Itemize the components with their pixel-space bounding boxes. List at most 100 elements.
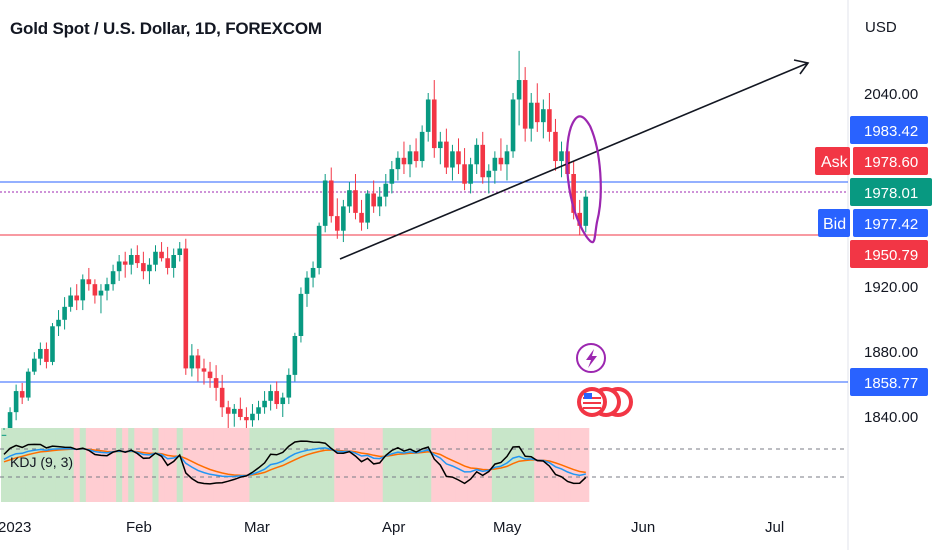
candle bbox=[141, 251, 146, 280]
trendline[interactable] bbox=[339, 62, 809, 260]
svg-text:1978.01: 1978.01 bbox=[864, 185, 918, 202]
svg-text:Bid: Bid bbox=[823, 216, 846, 233]
support-price-tag: 1950.79 bbox=[850, 240, 928, 268]
kdj-background-segment bbox=[0, 428, 8, 502]
kdj-background-segment bbox=[110, 428, 117, 502]
kdj-background-segment bbox=[570, 428, 578, 502]
svg-text:1983.42: 1983.42 bbox=[864, 123, 918, 140]
svg-text:1978.60: 1978.60 bbox=[864, 154, 918, 171]
candle bbox=[25, 368, 31, 401]
candle bbox=[268, 384, 273, 411]
kdj-background-segment bbox=[479, 428, 487, 502]
candle bbox=[413, 138, 419, 168]
candle bbox=[534, 83, 540, 132]
kdj-background-segment bbox=[31, 428, 38, 502]
kdj-background-segment bbox=[358, 428, 366, 502]
candle bbox=[371, 180, 376, 213]
kdj-background-segment bbox=[400, 428, 408, 502]
kdj-background-segment bbox=[219, 428, 226, 502]
x-tick-jun: Jun bbox=[631, 519, 655, 536]
kdj-background-segment bbox=[394, 428, 402, 502]
candle bbox=[238, 397, 243, 421]
kdj-background-segment bbox=[231, 428, 238, 502]
candle bbox=[341, 199, 346, 243]
kdj-background-segment bbox=[582, 428, 590, 502]
kdj-background-segment bbox=[261, 428, 269, 502]
trendline-arrowhead bbox=[793, 59, 810, 75]
kdj-background-segment bbox=[291, 428, 299, 502]
svg-text:Ask: Ask bbox=[821, 154, 849, 171]
kdj-background-segment bbox=[73, 428, 81, 502]
annotation-ellipse[interactable] bbox=[565, 115, 602, 244]
kdj-background-segment bbox=[116, 428, 123, 502]
kdj-background-segment bbox=[25, 428, 32, 502]
kdj-background-segment bbox=[213, 428, 220, 502]
kdj-label[interactable]: KDJ (9, 3) bbox=[10, 454, 73, 470]
kdj-background-segment bbox=[85, 428, 93, 502]
candle bbox=[504, 144, 510, 181]
kdj-background-segment bbox=[352, 428, 360, 502]
kdj-background-segment bbox=[13, 428, 20, 502]
y-tick-2040: 2040.00 bbox=[864, 86, 918, 103]
candle bbox=[153, 245, 158, 272]
candle bbox=[225, 400, 231, 428]
candle bbox=[425, 93, 431, 142]
kdj-background-segment bbox=[140, 428, 147, 502]
kdj-background-segment bbox=[243, 428, 250, 502]
candle bbox=[244, 407, 249, 428]
kdj-background-segment bbox=[334, 428, 341, 502]
kdj-background-segment bbox=[152, 428, 160, 502]
candle bbox=[522, 67, 528, 142]
kdj-background-segment bbox=[516, 428, 523, 502]
kdj-background-segment bbox=[225, 428, 232, 502]
kdj-background-segment bbox=[346, 428, 353, 502]
kdj-background-segment bbox=[449, 428, 456, 502]
candle bbox=[32, 352, 37, 375]
lightning-event-icon[interactable] bbox=[576, 343, 606, 373]
candle bbox=[280, 392, 286, 417]
kdj-background-segment bbox=[473, 428, 481, 502]
svg-text:1950.79: 1950.79 bbox=[864, 247, 918, 264]
candle bbox=[92, 279, 98, 304]
ask-tag: Ask 1978.60 bbox=[815, 147, 928, 175]
candle bbox=[86, 267, 92, 291]
kdj-background-segment bbox=[485, 428, 493, 502]
candle bbox=[38, 342, 43, 366]
candle bbox=[474, 138, 479, 174]
candle bbox=[183, 238, 189, 375]
candle bbox=[274, 381, 279, 409]
candle bbox=[256, 400, 261, 421]
kdj-background-segment bbox=[510, 428, 517, 502]
y-tick-1840: 1840.00 bbox=[864, 409, 918, 426]
candle bbox=[135, 245, 140, 268]
candle bbox=[316, 222, 322, 275]
candle bbox=[438, 131, 443, 165]
candle bbox=[177, 242, 183, 262]
kdj-background-segment bbox=[79, 428, 87, 502]
currency-label: USD bbox=[865, 19, 897, 36]
kdj-background-segment bbox=[188, 428, 196, 502]
candle bbox=[44, 342, 49, 369]
kdj-background-segment bbox=[461, 428, 469, 502]
kdj-background-segment bbox=[522, 428, 529, 502]
us-flag-event-icon[interactable] bbox=[577, 387, 607, 417]
candle bbox=[165, 246, 170, 275]
kdj-background-segment bbox=[91, 428, 99, 502]
candle bbox=[62, 297, 67, 330]
candle bbox=[116, 255, 122, 281]
candle bbox=[50, 323, 55, 366]
candle bbox=[7, 407, 13, 428]
candle bbox=[553, 118, 558, 171]
x-tick-feb: Feb bbox=[126, 519, 152, 536]
candle bbox=[547, 93, 552, 142]
kdj-k-line bbox=[3, 447, 586, 478]
kdj-background-segment bbox=[540, 428, 547, 502]
kdj-background-segment bbox=[443, 428, 450, 502]
kdj-background-segment bbox=[303, 428, 311, 502]
candle bbox=[231, 404, 237, 427]
kdj-background-segment bbox=[37, 428, 44, 502]
kdj-background-segment bbox=[61, 428, 69, 502]
candle bbox=[171, 248, 176, 278]
candle bbox=[456, 138, 461, 174]
